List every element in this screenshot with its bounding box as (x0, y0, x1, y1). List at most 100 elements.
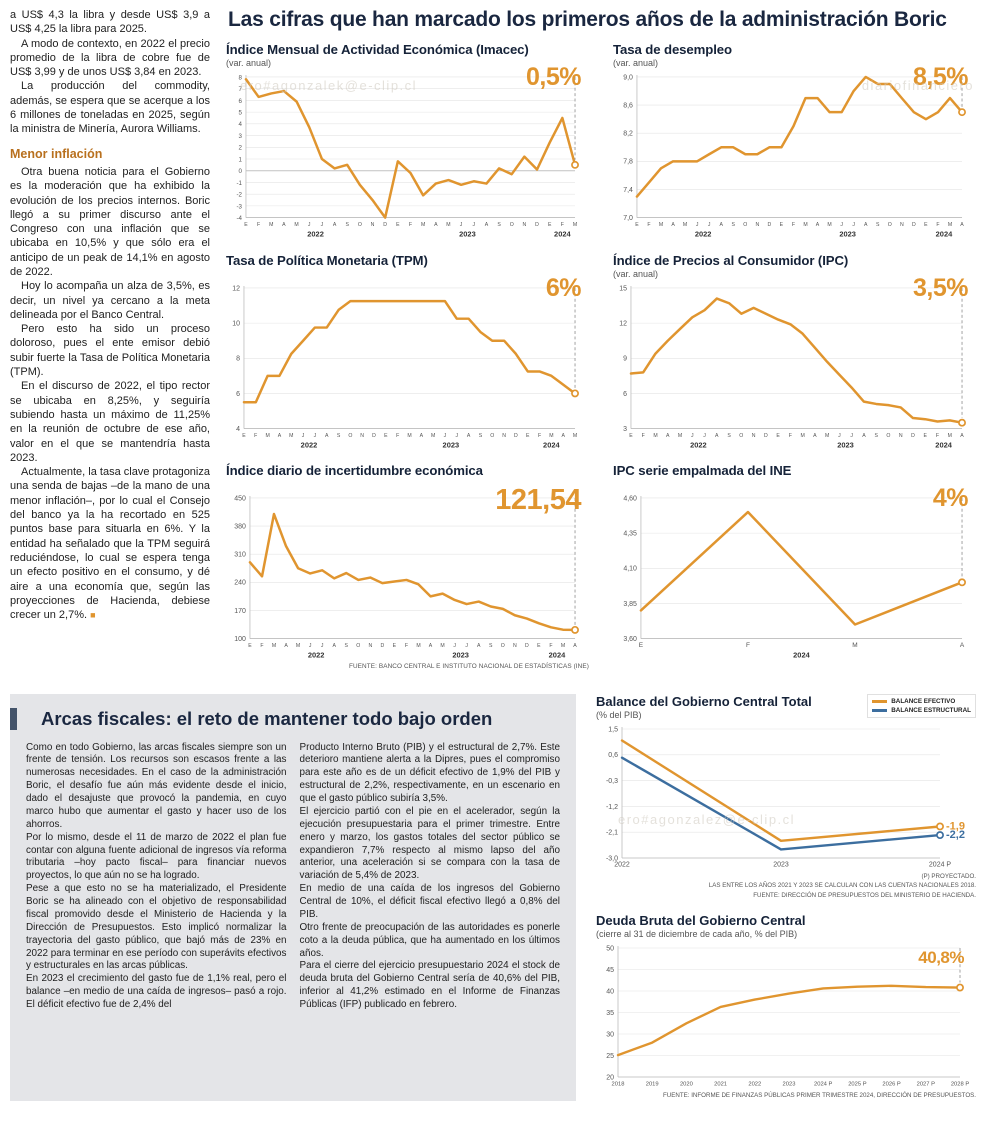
fiscal-paragraph: En medio de una caída de los ingresos de… (299, 883, 561, 920)
svg-text:4,60: 4,60 (623, 495, 637, 502)
chart-ipc: Índice de Precios al Consumidor (IPC) (v… (613, 253, 976, 452)
svg-text:S: S (337, 433, 341, 439)
article-paragraph: Otra buena noticia para el Gobierno es l… (10, 165, 210, 278)
svg-text:S: S (345, 643, 349, 649)
svg-text:M: M (269, 222, 273, 228)
svg-text:J: J (460, 222, 463, 228)
chart-desempleo: Tasa de desempleo (var. anual) 8,5% 9,0 8… (613, 42, 976, 241)
svg-text:O: O (501, 643, 505, 649)
article-paragraph: A modo de contexto, en 2022 el precio pr… (10, 37, 210, 79)
svg-text:5: 5 (239, 110, 243, 117)
svg-text:J: J (314, 433, 317, 439)
svg-text:M: M (289, 433, 293, 439)
svg-text:2023: 2023 (783, 1082, 796, 1088)
svg-text:A: A (573, 643, 577, 649)
svg-text:2022: 2022 (614, 861, 630, 868)
svg-text:0,6: 0,6 (608, 752, 618, 759)
fiscal-paragraph: El ejercicio partió con el pie en el ace… (299, 805, 561, 882)
svg-text:E: E (242, 433, 246, 439)
charts-area: Las cifras que han marcado los primeros … (210, 8, 976, 670)
chart-value-label: 40,8% (918, 948, 964, 968)
svg-text:2026 P: 2026 P (882, 1082, 901, 1088)
svg-text:M: M (440, 643, 444, 649)
svg-text:F: F (257, 222, 260, 228)
svg-text:M: M (446, 222, 450, 228)
svg-text:F: F (561, 222, 564, 228)
svg-text:9: 9 (623, 355, 627, 362)
svg-text:E: E (635, 222, 639, 228)
chart-subtitle: (var. anual) (613, 58, 659, 68)
svg-text:S: S (345, 222, 349, 228)
svg-text:O: O (356, 643, 360, 649)
svg-text:E: E (396, 222, 400, 228)
svg-text:S: S (874, 433, 878, 439)
svg-text:12: 12 (232, 285, 240, 292)
svg-text:2024: 2024 (543, 440, 560, 449)
svg-text:-0,3: -0,3 (606, 778, 618, 785)
chart-title: Deuda Bruta del Gobierno Central (596, 913, 806, 929)
svg-text:J: J (321, 222, 324, 228)
svg-text:A: A (715, 433, 719, 439)
svg-text:6: 6 (239, 98, 243, 105)
svg-text:F: F (792, 222, 795, 228)
svg-text:M: M (272, 643, 276, 649)
note: (P) PROYECTADO. (921, 872, 976, 880)
chart-value-label: 121,54 (495, 484, 581, 517)
svg-text:M: M (659, 222, 663, 228)
svg-text:450: 450 (234, 495, 246, 502)
chart-title: IPC serie empalmada del INE (613, 463, 792, 479)
svg-text:8,6: 8,6 (623, 102, 633, 109)
article-column: a US$ 4,3 la libra y desde US$ 3,9 a US$… (10, 8, 210, 670)
svg-text:E: E (393, 643, 397, 649)
svg-text:40: 40 (606, 989, 614, 996)
svg-text:D: D (514, 433, 518, 439)
svg-text:A: A (325, 433, 329, 439)
svg-text:2024: 2024 (554, 230, 571, 239)
svg-text:J: J (852, 222, 855, 228)
svg-text:F: F (538, 433, 541, 439)
legend-label: BALANCE ESTRUCTURAL (891, 706, 971, 714)
svg-text:M: M (803, 222, 807, 228)
chart-title: Tasa de desempleo (613, 42, 732, 57)
chart-value-label: 0,5% (526, 63, 581, 91)
svg-text:M: M (852, 642, 857, 649)
bottom-charts: Balance del Gobierno Central Total (% de… (596, 693, 976, 1102)
svg-text:A: A (960, 222, 964, 228)
svg-text:E: E (639, 642, 644, 649)
svg-text:J: J (850, 433, 853, 439)
svg-text:J: J (455, 433, 458, 439)
svg-text:2023: 2023 (837, 440, 854, 449)
svg-text:J: J (838, 433, 841, 439)
svg-text:15: 15 (619, 285, 627, 292)
svg-text:M: M (800, 433, 804, 439)
svg-text:2022: 2022 (308, 651, 325, 660)
svg-text:S: S (489, 643, 493, 649)
svg-text:J: J (703, 433, 706, 439)
svg-text:N: N (502, 433, 506, 439)
svg-text:-3,0: -3,0 (606, 855, 618, 862)
svg-text:2022: 2022 (695, 230, 712, 239)
svg-text:D: D (383, 222, 387, 228)
chart-imacec: Índice Mensual de Actividad Económica (I… (226, 42, 589, 241)
chart-title: Tasa de Política Monetaria (TPM) (226, 252, 428, 268)
svg-text:2025 P: 2025 P (848, 1082, 867, 1088)
svg-text:-1,9: -1,9 (946, 820, 965, 832)
chart-deuda: Deuda Bruta del Gobierno Central (cierre… (596, 913, 976, 1101)
fiscal-column-2: Producto Interno Bruto (PIB) y el estruc… (300, 742, 561, 1012)
svg-text:2022: 2022 (748, 1082, 761, 1088)
svg-text:2023: 2023 (839, 230, 856, 239)
svg-text:2023: 2023 (443, 440, 460, 449)
svg-text:E: E (924, 433, 928, 439)
svg-text:O: O (743, 222, 747, 228)
source-note: FUENTE: BANCO CENTRAL E INSTITUTO NACION… (348, 662, 589, 670)
svg-text:S: S (479, 433, 483, 439)
svg-text:M: M (561, 643, 565, 649)
svg-text:A: A (960, 433, 964, 439)
svg-text:A: A (429, 643, 433, 649)
fiscal-panel: Arcas fiscales: el reto de mantener todo… (10, 693, 576, 1102)
svg-text:-4: -4 (236, 215, 242, 222)
svg-text:S: S (497, 222, 501, 228)
svg-text:M: M (265, 433, 269, 439)
svg-text:1,5: 1,5 (608, 726, 618, 733)
